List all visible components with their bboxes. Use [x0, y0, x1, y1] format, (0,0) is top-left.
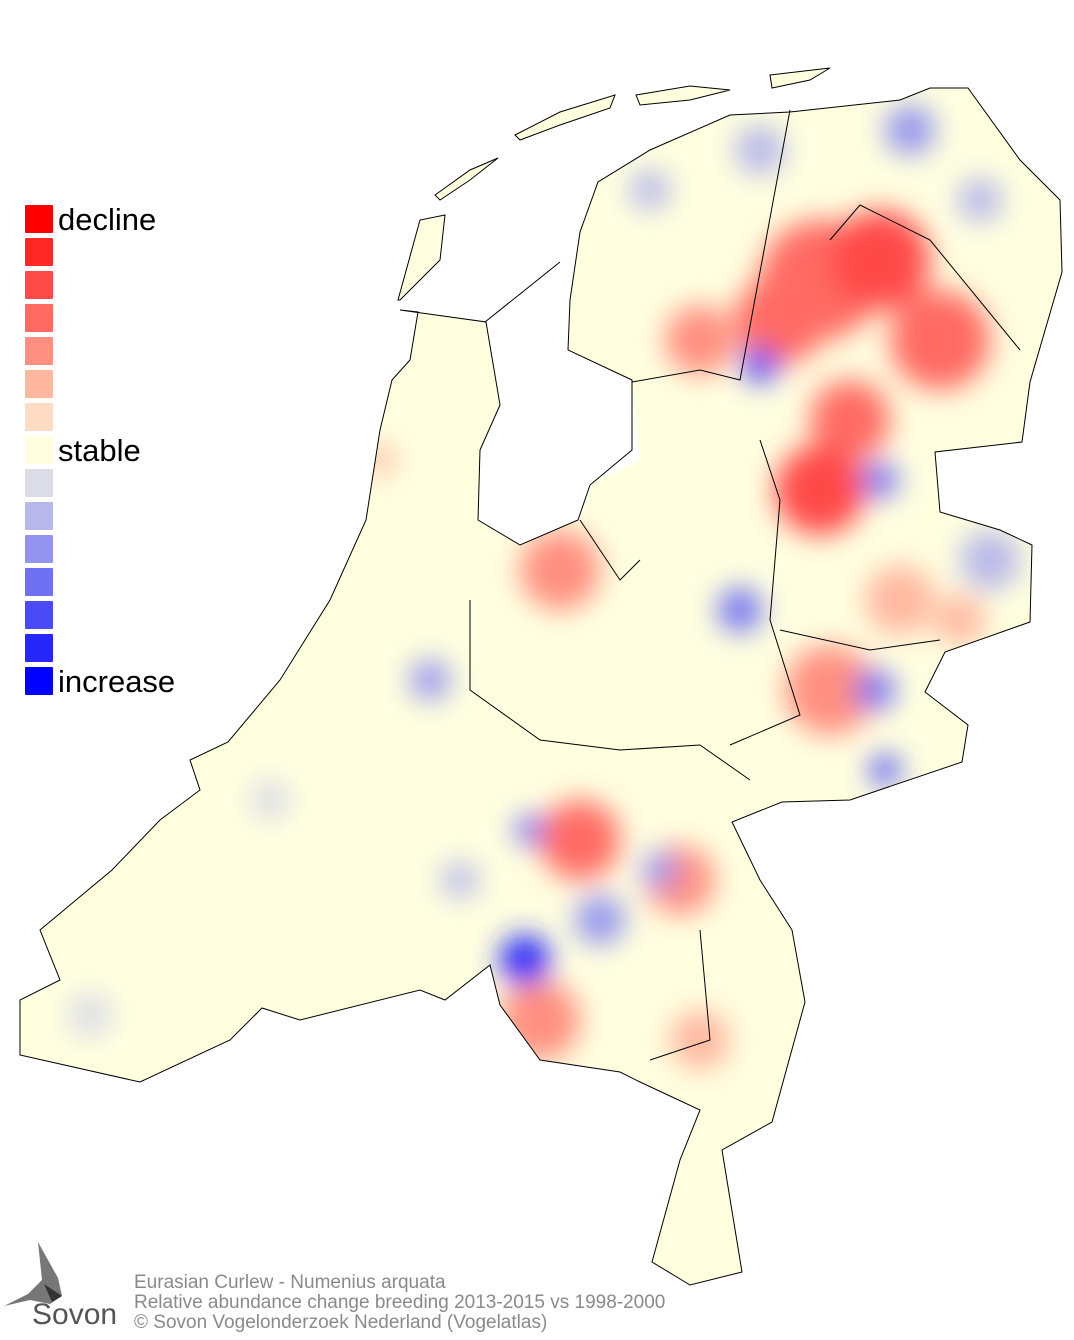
change-hotspot: [735, 275, 825, 365]
legend-swatch: [25, 535, 53, 563]
legend-swatch: [25, 469, 53, 497]
change-hotspot: [862, 462, 898, 498]
legend-swatch: [25, 271, 53, 299]
change-hotspot: [855, 670, 895, 710]
change-hotspot: [870, 755, 900, 785]
change-hotspot: [785, 645, 875, 735]
legend-swatch: [25, 238, 53, 266]
legend-swatch: [25, 667, 53, 695]
logo-text: Sovon: [32, 1298, 118, 1331]
copyright: © Sovon Vogelonderzoek Nederland (Vogela…: [134, 1312, 548, 1333]
legend-swatch: [25, 634, 53, 662]
change-hotspot: [670, 1010, 730, 1070]
map-description: Relative abundance change breeding 2013-…: [134, 1292, 666, 1313]
change-hotspot: [735, 125, 785, 175]
change-hotspot: [810, 380, 890, 460]
species-name: Eurasian Curlew - Numenius arquata: [134, 1272, 446, 1293]
change-hotspot: [718, 588, 762, 632]
change-hotspot: [500, 935, 550, 985]
change-hotspot: [500, 980, 580, 1060]
legend-swatch: [25, 502, 53, 530]
sovon-swallow-logo: [4, 1242, 62, 1306]
legend-swatch: [25, 601, 53, 629]
change-hotspot: [630, 170, 670, 210]
change-hotspot: [960, 530, 1020, 590]
change-hotspot: [935, 595, 985, 645]
legend-swatch: [25, 568, 53, 596]
change-hotspot: [830, 210, 930, 310]
change-hotspot: [515, 815, 545, 845]
legend-swatch: [25, 304, 53, 332]
legend-label: decline: [58, 202, 157, 237]
legend-swatch: [25, 370, 53, 398]
change-hotspot: [890, 290, 990, 390]
legend-label: stable: [58, 433, 141, 468]
change-hotspot: [885, 105, 935, 155]
province-borders: [469, 109, 1021, 1061]
change-hotspot: [642, 852, 678, 888]
change-hotspot: [865, 565, 935, 635]
change-hotspot: [410, 660, 450, 700]
change-hotspot: [665, 305, 735, 375]
change-hotspot: [250, 780, 290, 820]
change-hotspot: [68, 993, 112, 1037]
change-hotspot: [365, 445, 395, 475]
change-hotspot: [575, 895, 625, 945]
change-hotspot: [520, 530, 600, 610]
change-hotspot: [775, 445, 865, 535]
legend-swatch: [25, 205, 53, 233]
change-hotspot: [742, 347, 778, 383]
legend-swatch: [25, 436, 53, 464]
legend-swatch: [25, 337, 53, 365]
change-hotspot: [540, 800, 620, 880]
legend-label: increase: [58, 664, 176, 699]
change-hotspot: [958, 178, 1002, 222]
change-hotspot: [442, 862, 478, 898]
ijsselmeer: [480, 262, 640, 542]
map-caption: Eurasian Curlew - Numenius arquata Relat…: [134, 1273, 665, 1333]
legend-swatch: [25, 403, 53, 431]
